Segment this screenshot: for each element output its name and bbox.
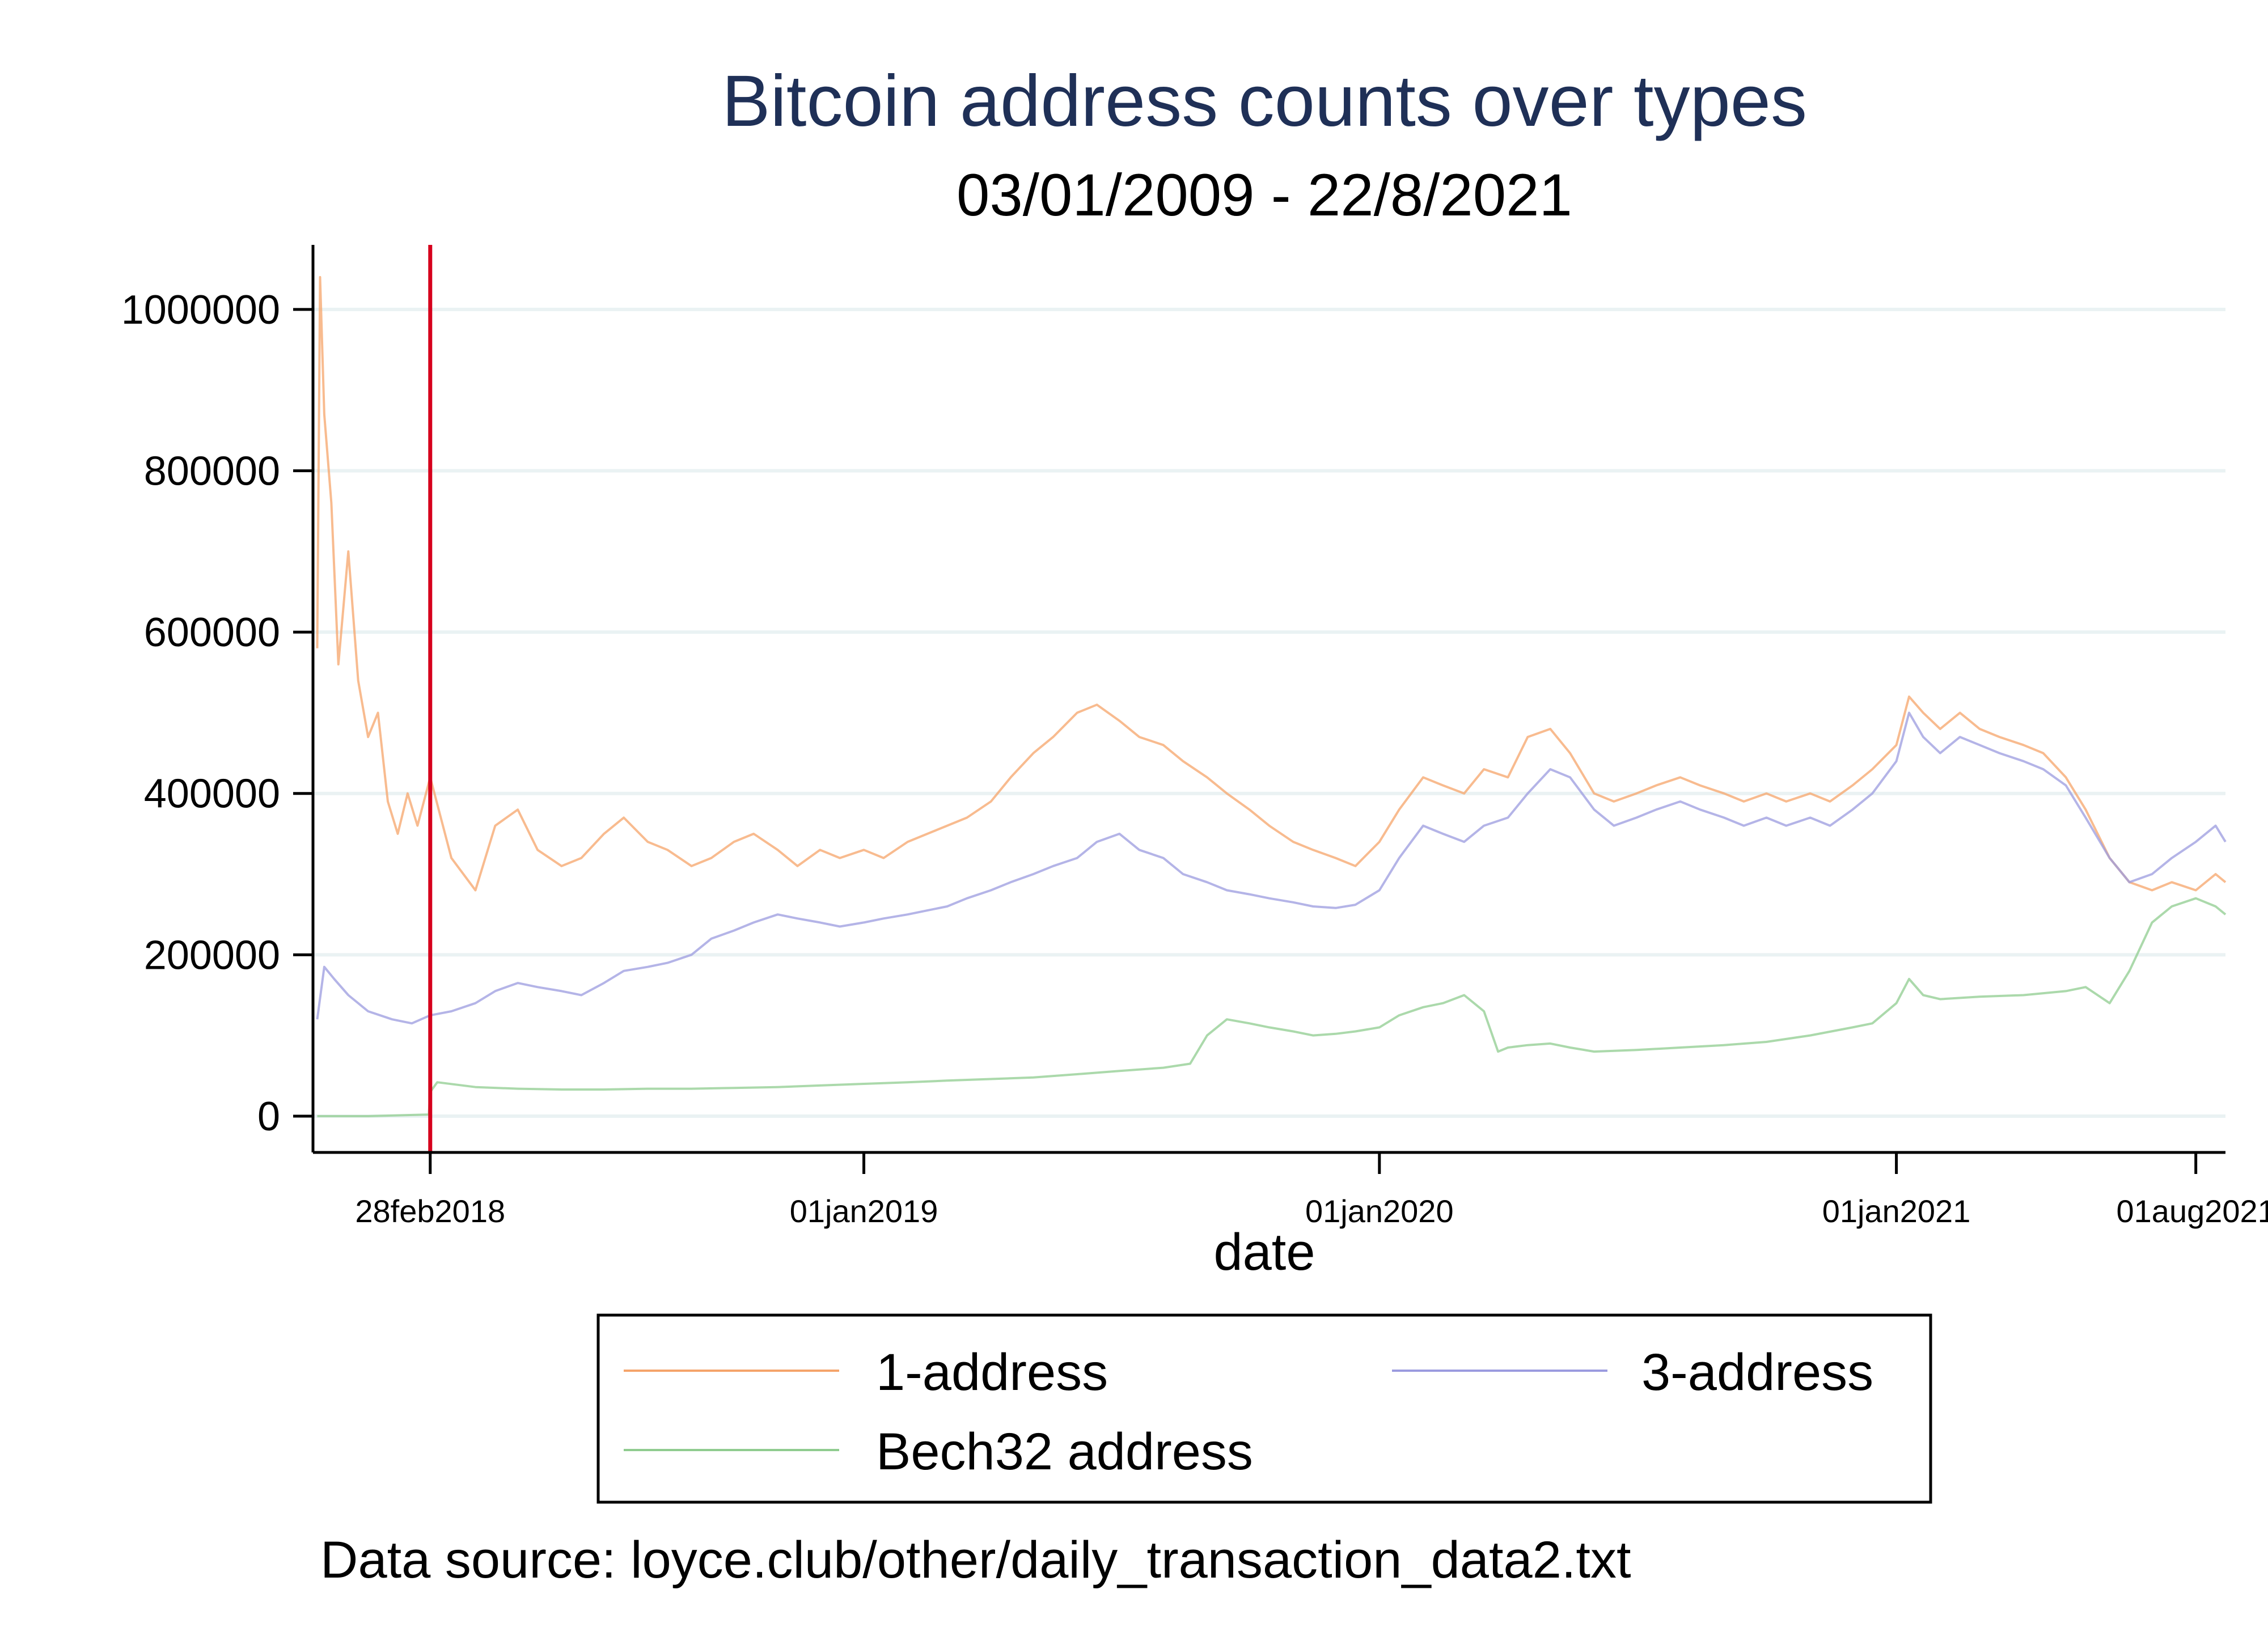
x-axis-label: date bbox=[1213, 1223, 1315, 1281]
x-tick-label: 01jan2020 bbox=[1305, 1193, 1454, 1229]
legend: 1-address 3-address Bech32 address bbox=[596, 1313, 1932, 1504]
legend-label-3-address: 3-address bbox=[1641, 1343, 1873, 1401]
series-line-3-address bbox=[316, 711, 2227, 1025]
series-line-bech32-address bbox=[317, 897, 2227, 1117]
x-tick-label: 01jan2019 bbox=[790, 1193, 938, 1229]
x-tick-label: 01aug2021 bbox=[2117, 1193, 2268, 1229]
chart-title: Bitcoin address counts over types bbox=[722, 61, 1807, 142]
x-tick-label: 01jan2021 bbox=[1822, 1193, 1971, 1229]
legend-label-bech32-address: Bech32 address bbox=[876, 1423, 1253, 1481]
data-source-note: Data source: loyce.club/other/daily_tran… bbox=[320, 1531, 1631, 1589]
series-line-1-address bbox=[316, 275, 2227, 892]
x-axis-ticks: 28feb2018 01jan2019 01jan2020 01jan2021 01au… bbox=[355, 1152, 2268, 1229]
gridlines bbox=[313, 307, 2225, 1118]
x-tick-label: 28feb2018 bbox=[355, 1193, 505, 1229]
series-layer bbox=[316, 275, 2227, 1117]
chart-subtitle: 03/01/2009 - 22/8/2021 bbox=[957, 162, 1572, 228]
legend-label-1-address: 1-address bbox=[876, 1343, 1108, 1401]
y-tick-label: 200000 bbox=[144, 932, 280, 978]
y-tick-label: 400000 bbox=[144, 771, 280, 817]
y-tick-label: 800000 bbox=[144, 448, 280, 494]
y-tick-label: 0 bbox=[257, 1094, 280, 1139]
y-tick-label: 600000 bbox=[144, 610, 280, 655]
legend-box bbox=[596, 1313, 1932, 1504]
y-axis-ticks: 0 200000 400000 600000 800000 1000000 bbox=[121, 287, 313, 1139]
axes bbox=[311, 245, 2225, 1154]
y-tick-label: 1000000 bbox=[121, 287, 280, 333]
